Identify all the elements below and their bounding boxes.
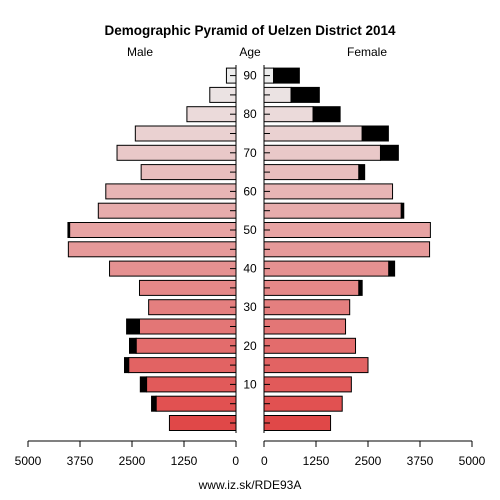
male-bar: [97, 202, 237, 219]
male-excess-bar: [129, 337, 137, 354]
male-excess-bar: [124, 357, 130, 374]
male-bar: [109, 260, 237, 277]
female-excess-bar: [388, 260, 396, 277]
female-bar: [263, 241, 431, 258]
male-bar: [134, 125, 237, 142]
female-bar: [263, 318, 347, 335]
female-bar: [263, 357, 369, 374]
female-bar: [263, 260, 390, 277]
female-excess-bar: [400, 202, 405, 219]
male-bar: [140, 164, 237, 181]
male-bar: [128, 357, 237, 374]
male-bar: [69, 222, 237, 238]
male-excess-bar: [67, 222, 71, 238]
male-bar: [135, 337, 237, 354]
female-excess-bar: [358, 279, 363, 296]
female-excess-bar: [361, 125, 389, 142]
x-tick-label: 5000: [15, 454, 42, 468]
female-excess-bar: [290, 86, 320, 103]
female-bar: [263, 183, 394, 200]
age-tick-label: 50: [243, 223, 257, 237]
male-label: Male: [127, 45, 153, 59]
age-tick-label: 70: [243, 146, 257, 160]
male-excess-bar: [126, 318, 140, 335]
age-tick-label: 80: [243, 107, 257, 121]
male-bar: [67, 241, 237, 258]
age-tick-label: 30: [243, 300, 257, 314]
male-bar: [146, 376, 237, 393]
female-bar: [263, 106, 314, 123]
x-tick-label: 3750: [407, 454, 434, 468]
female-bar: [263, 222, 431, 238]
x-tick-label: 1250: [303, 454, 330, 468]
female-bar: [263, 279, 360, 296]
male-bar: [155, 395, 237, 412]
male-bars: [67, 67, 237, 431]
female-bar: [263, 125, 363, 142]
x-tick-label: 0: [261, 454, 268, 468]
male-bar: [116, 144, 237, 161]
female-bar: [263, 376, 352, 393]
male-excess-bar: [151, 395, 157, 412]
age-label: Age: [239, 45, 261, 59]
male-bar: [168, 415, 237, 431]
female-bar: [263, 299, 351, 316]
female-label: Female: [347, 45, 387, 59]
female-bar: [263, 415, 332, 431]
x-tick-label: 5000: [459, 454, 486, 468]
x-tick-label: 0: [232, 454, 239, 468]
x-tick-label: 2500: [355, 454, 382, 468]
male-bar: [148, 299, 237, 316]
age-tick-label: 60: [243, 184, 257, 198]
female-bar: [263, 395, 343, 412]
female-excess-bar: [273, 67, 300, 84]
female-excess-bar: [312, 106, 341, 123]
x-ticks: 5000 3750 2500 1250 0 0 1250 2500 3750 5000: [15, 441, 486, 468]
age-tick-label: 90: [243, 69, 257, 83]
x-tick-label: 3750: [67, 454, 94, 468]
male-bar: [138, 318, 237, 335]
male-bar: [105, 183, 237, 200]
female-excess-bar: [358, 164, 366, 181]
x-tick-label: 1250: [171, 454, 198, 468]
male-bar: [186, 106, 237, 123]
female-bar: [263, 202, 402, 219]
footer-url: www.iz.sk/RDE93A: [198, 478, 302, 492]
age-ticks: 10 20 30 40 50 60 70 80 90: [230, 69, 270, 424]
male-bar: [138, 279, 237, 296]
age-tick-label: 20: [243, 339, 257, 353]
female-bar: [263, 164, 360, 181]
female-bar: [263, 144, 381, 161]
chart-title: Demographic Pyramid of Uelzen District 2…: [104, 23, 396, 38]
female-excess-bar: [379, 144, 399, 161]
age-tick-label: 40: [243, 262, 257, 276]
female-bar: [263, 337, 357, 354]
x-tick-label: 2500: [119, 454, 146, 468]
female-bars: [263, 67, 431, 431]
male-excess-bar: [139, 376, 148, 393]
age-tick-label: 10: [243, 377, 257, 391]
